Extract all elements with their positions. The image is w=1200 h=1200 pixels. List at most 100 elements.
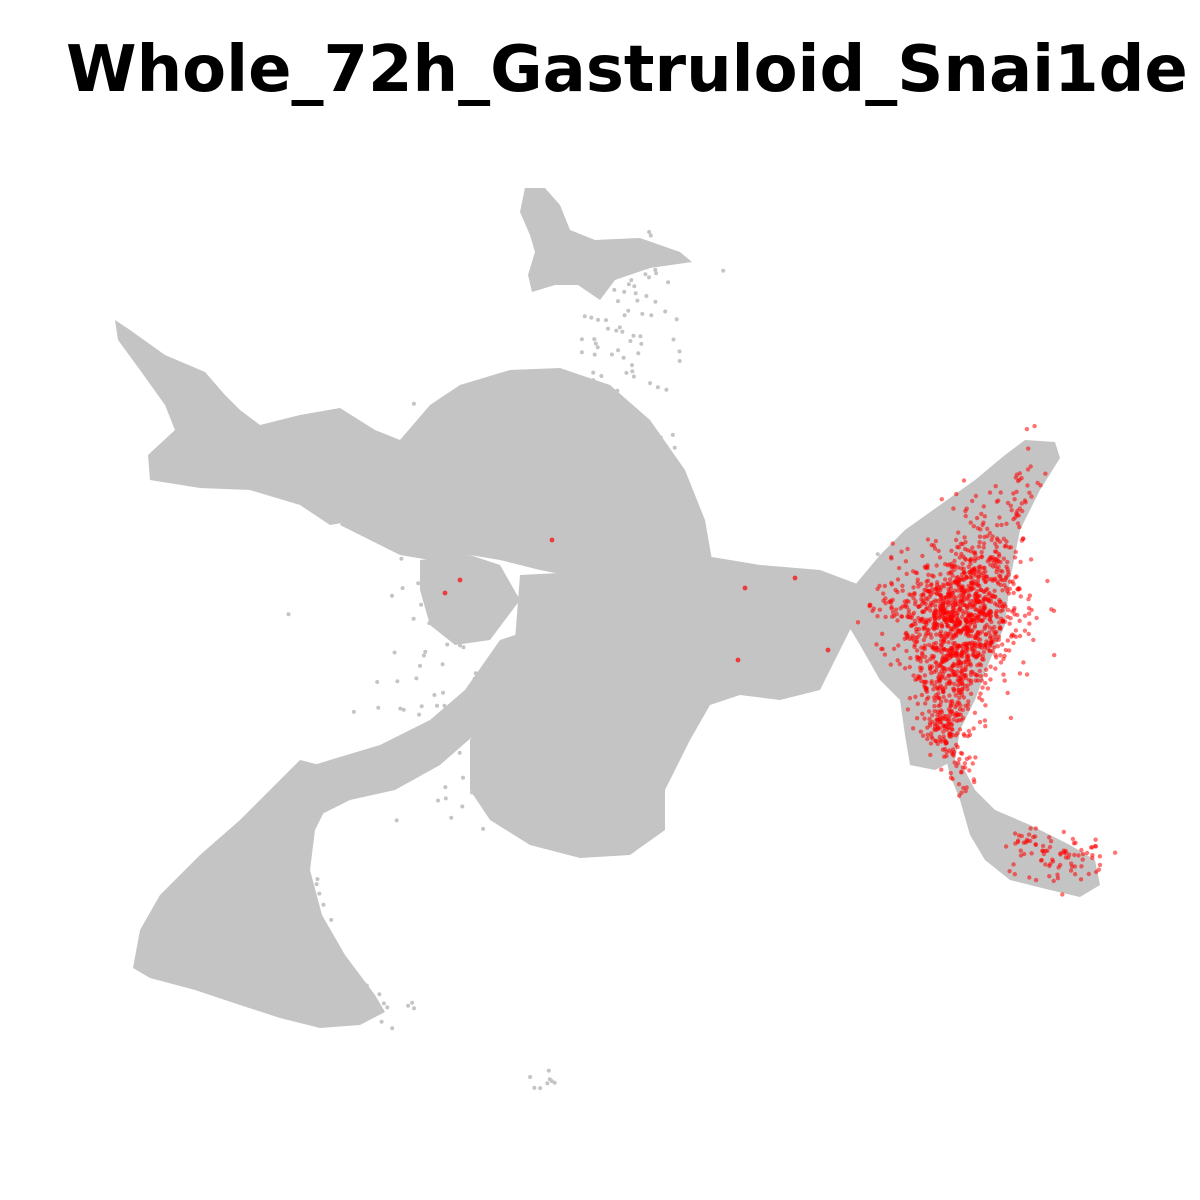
- highlighted-cell-point: [970, 545, 975, 550]
- highlighted-cell-point: [937, 631, 943, 636]
- background-cell-point: [650, 648, 655, 653]
- background-cell-point: [549, 665, 554, 670]
- highlighted-cell-point: [994, 544, 999, 550]
- highlighted-cell-point: [962, 597, 967, 603]
- background-cell-point: [261, 878, 266, 883]
- highlighted-cell-point: [986, 577, 991, 582]
- background-cell-point: [474, 588, 478, 592]
- highlighted-cell-point: [1026, 832, 1032, 837]
- highlighted-cell-point: [926, 695, 931, 700]
- background-cell-point: [432, 619, 437, 624]
- background-cell-point: [630, 363, 634, 368]
- highlighted-cell-point: [960, 686, 965, 691]
- background-cell-point: [635, 298, 640, 303]
- highlighted-cell-point: [922, 716, 927, 721]
- highlighted-cell-point: [961, 785, 966, 791]
- highlighted-cell-point: [905, 546, 910, 552]
- highlighted-cell-point: [957, 707, 963, 712]
- background-cell-point: [541, 833, 546, 838]
- background-cell-point: [264, 889, 269, 894]
- highlighted-cell-point: [1014, 472, 1020, 477]
- highlighted-cell-point: [982, 603, 987, 608]
- highlighted-cell-point: [960, 577, 965, 582]
- background-cell-point: [394, 818, 399, 823]
- highlighted-cell-point: [442, 590, 448, 596]
- highlighted-cell-point: [1061, 848, 1066, 853]
- highlighted-cell-point: [943, 631, 948, 636]
- highlighted-cell-point: [908, 655, 913, 661]
- highlighted-cell-point: [928, 670, 934, 676]
- background-cell-point: [507, 377, 512, 382]
- highlighted-cell-point: [985, 526, 990, 531]
- highlighted-cell-point: [899, 614, 905, 619]
- highlighted-cell-point: [985, 686, 991, 691]
- background-cell-point: [297, 877, 301, 882]
- highlighted-cell-point: [913, 599, 918, 604]
- background-cell-point: [648, 381, 653, 386]
- background-cell-point: [412, 1006, 416, 1011]
- highlighted-cell-point: [981, 541, 987, 546]
- background-cell-point: [647, 275, 651, 280]
- background-cloud-region: [520, 188, 692, 300]
- highlighted-cell-point: [882, 583, 888, 589]
- highlighted-cell-point: [959, 689, 964, 695]
- background-cell-point: [405, 545, 410, 550]
- background-cell-point: [593, 341, 598, 346]
- highlighted-cell-point: [1047, 863, 1052, 869]
- background-cell-point: [546, 1068, 551, 1073]
- highlighted-cell-point: [929, 731, 934, 736]
- highlighted-cell-point: [990, 578, 995, 583]
- background-cell-point: [440, 662, 445, 667]
- highlighted-cell-point: [914, 716, 920, 721]
- highlighted-cell-point: [977, 540, 982, 545]
- background-cell-point: [460, 561, 465, 566]
- highlighted-cell-point: [983, 642, 988, 648]
- highlighted-cell-point: [922, 587, 927, 592]
- highlighted-cell-point: [1017, 671, 1023, 676]
- highlighted-cell-point: [1018, 594, 1023, 599]
- background-cell-point: [314, 882, 319, 887]
- highlighted-cell-point: [792, 575, 798, 581]
- highlighted-cell-point: [1014, 489, 1019, 494]
- background-cell-point: [587, 793, 592, 798]
- highlighted-cell-point: [926, 709, 932, 714]
- highlighted-cell-point: [948, 652, 953, 657]
- highlighted-cell-point: [998, 568, 1003, 573]
- highlighted-cell-point: [1012, 872, 1017, 877]
- highlighted-cell-point: [985, 559, 990, 564]
- highlighted-cell-point: [910, 726, 916, 731]
- highlighted-cell-point: [1017, 618, 1022, 623]
- highlighted-cell-point: [1006, 545, 1012, 550]
- highlighted-cell-point: [933, 738, 939, 744]
- highlighted-cell-point: [981, 545, 986, 550]
- highlighted-cell-point: [994, 549, 999, 554]
- highlighted-cell-point: [978, 663, 984, 668]
- highlighted-cell-point: [948, 704, 953, 709]
- background-cell-point: [620, 329, 625, 334]
- background-cell-point: [445, 573, 450, 578]
- background-cell-point: [654, 652, 659, 657]
- background-cell-point: [443, 796, 448, 801]
- highlighted-cell-point: [946, 640, 951, 645]
- background-cell-point: [477, 583, 482, 588]
- highlighted-cell-point: [998, 660, 1004, 665]
- highlighted-cell-point: [1019, 475, 1024, 481]
- highlighted-cell-point: [987, 635, 993, 640]
- highlighted-cell-point: [983, 569, 988, 574]
- background-cell-point: [580, 437, 585, 442]
- background-cell-point: [677, 349, 682, 354]
- highlighted-cell-point: [955, 565, 961, 570]
- highlighted-cell-point: [977, 631, 982, 636]
- highlighted-cell-point: [1026, 446, 1031, 451]
- highlighted-cell-point: [994, 608, 999, 614]
- highlighted-cell-point: [1097, 854, 1103, 859]
- background-cell-point: [533, 831, 538, 835]
- highlighted-cell-point: [1009, 632, 1015, 637]
- highlighted-cell-point: [959, 649, 965, 654]
- highlighted-cell-point: [972, 623, 978, 628]
- highlighted-cell-point: [877, 583, 882, 589]
- highlighted-cell-point: [952, 558, 957, 564]
- background-cell-point: [576, 648, 581, 653]
- background-cell-point: [604, 318, 608, 323]
